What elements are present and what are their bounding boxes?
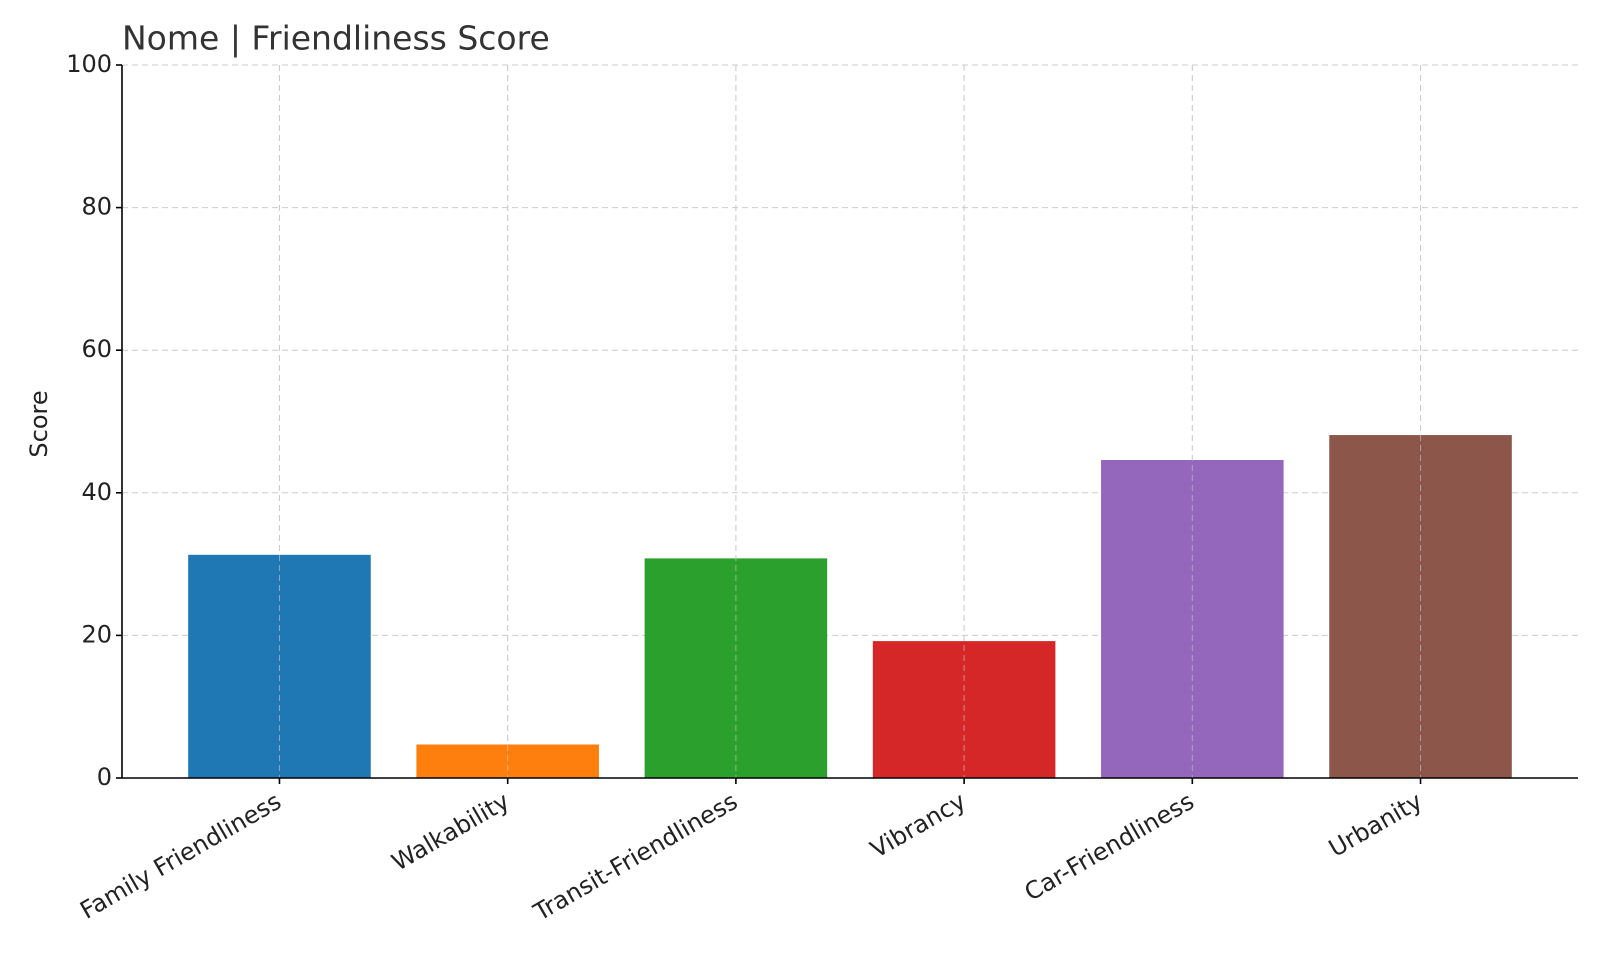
x-tick-label: Transit-Friendliness: [528, 787, 742, 927]
y-tick-label: 40: [81, 478, 112, 506]
chart-title: Nome | Friendliness Score: [122, 19, 550, 58]
x-tick-label: Urbanity: [1324, 787, 1427, 863]
y-axis-label: Score: [25, 390, 53, 457]
y-tick-label: 80: [81, 193, 112, 221]
x-tick-label: Walkability: [387, 787, 514, 877]
y-tick-label: 0: [97, 763, 112, 791]
y-tick-label: 60: [81, 335, 112, 363]
x-tick-label: Car-Friendliness: [1020, 787, 1199, 907]
y-tick-label: 100: [66, 50, 112, 78]
y-tick-label: 20: [81, 620, 112, 648]
x-tick-label: Vibrancy: [866, 787, 971, 864]
x-tick-label: Family Friendliness: [75, 787, 286, 925]
